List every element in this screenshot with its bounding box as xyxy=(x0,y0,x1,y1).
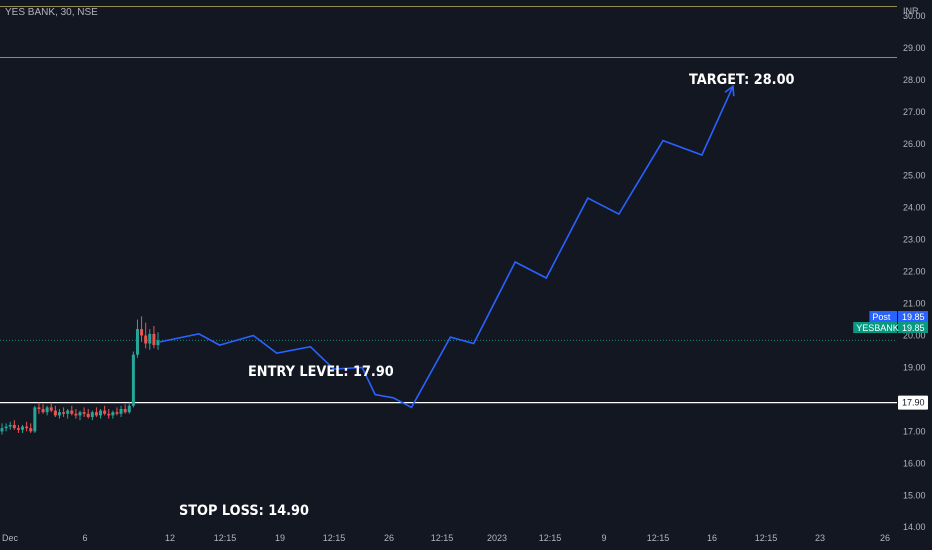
time-tick-label: 19 xyxy=(275,533,285,543)
candle xyxy=(21,424,25,433)
candle xyxy=(53,405,57,417)
horizontal-levels xyxy=(0,5,897,404)
candle xyxy=(45,405,49,416)
candle xyxy=(16,424,20,433)
time-tick-label: 12:15 xyxy=(214,533,237,543)
candle xyxy=(0,423,4,435)
candle xyxy=(99,408,103,419)
candle xyxy=(74,408,78,419)
candle xyxy=(135,319,139,358)
candle xyxy=(152,325,156,349)
candle xyxy=(115,407,119,416)
projection-line[interactable] xyxy=(159,85,734,409)
candle xyxy=(86,408,90,419)
time-tick-label: 12:15 xyxy=(323,533,346,543)
candle xyxy=(144,322,148,349)
candlestick-series xyxy=(0,316,160,435)
projection-arrowhead xyxy=(724,84,735,97)
symbol-title[interactable]: YES BANK, 30, NSE xyxy=(5,7,98,18)
price-tick-label: 16.00 xyxy=(903,458,926,468)
time-tick-label: 23 xyxy=(815,533,825,543)
price-tick-label: 15.00 xyxy=(903,490,926,500)
candle xyxy=(82,407,86,417)
candle xyxy=(62,407,66,417)
svg-text:17.90: 17.90 xyxy=(902,398,925,408)
time-tick-label: 6 xyxy=(82,533,87,543)
price-axis[interactable]: 14.0015.0016.0017.0018.0019.0020.0021.00… xyxy=(898,11,928,532)
price-tick-label: 30.00 xyxy=(903,11,926,21)
candle xyxy=(37,402,41,414)
candle xyxy=(123,404,127,414)
candle xyxy=(156,332,160,350)
time-tick-label: Dec xyxy=(2,533,19,543)
price-badge: Post 19.85 xyxy=(869,311,928,322)
price-tick-label: 21.00 xyxy=(903,299,926,309)
svg-text:YESBANK: YESBANK xyxy=(856,323,899,333)
candle xyxy=(29,423,33,433)
price-tick-label: 23.00 xyxy=(903,235,926,245)
price-tick-label: 19.00 xyxy=(903,362,926,372)
candle xyxy=(78,410,82,421)
price-tick-label: 20.00 xyxy=(903,331,926,341)
target-annotation[interactable]: TARGET: 28.00 xyxy=(689,72,795,88)
time-tick-label: 12:15 xyxy=(755,533,778,543)
svg-text:19.85: 19.85 xyxy=(902,312,925,322)
svg-text:19.85: 19.85 xyxy=(902,323,925,333)
candle xyxy=(66,408,70,419)
candle xyxy=(4,423,8,432)
candle xyxy=(131,351,135,408)
price-tick-label: 14.00 xyxy=(903,522,926,532)
price-tick-label: 25.00 xyxy=(903,171,926,181)
price-tick-label: 26.00 xyxy=(903,139,926,149)
time-tick-label: 12:15 xyxy=(539,533,562,543)
time-tick-label: 12:15 xyxy=(647,533,670,543)
time-tick-label: 12 xyxy=(165,533,175,543)
candle xyxy=(8,421,12,430)
entry-level-annotation[interactable]: ENTRY LEVEL: 17.90 xyxy=(248,364,394,380)
candle xyxy=(94,407,98,417)
candle xyxy=(70,405,74,416)
price-tick-label: 28.00 xyxy=(903,75,926,85)
candle xyxy=(103,405,107,416)
candle xyxy=(57,408,61,419)
svg-text:Post: Post xyxy=(872,312,891,322)
price-tick-label: 24.00 xyxy=(903,203,926,213)
candle xyxy=(140,316,144,342)
price-tick-label: 17.00 xyxy=(903,426,926,436)
candle xyxy=(41,404,45,414)
price-tick-label: 22.00 xyxy=(903,267,926,277)
candle xyxy=(148,329,152,350)
entry-level-price-label[interactable]: 17.90 xyxy=(898,395,928,410)
candle xyxy=(111,410,115,419)
projection-path xyxy=(159,84,735,409)
price-tick-label: 29.00 xyxy=(903,43,926,53)
price-badge: YESBANK 19.85 xyxy=(853,322,928,333)
time-tick-label: 26 xyxy=(880,533,890,543)
candle xyxy=(49,402,53,413)
candle xyxy=(25,421,29,432)
stop-loss-annotation[interactable]: STOP LOSS: 14.90 xyxy=(179,503,309,519)
price-tick-label: 27.00 xyxy=(903,107,926,117)
candle xyxy=(107,408,111,419)
candle xyxy=(119,405,123,417)
candle xyxy=(90,410,94,421)
candle xyxy=(127,402,131,414)
time-tick-label: 9 xyxy=(601,533,606,543)
time-tick-label: 12:15 xyxy=(431,533,454,543)
time-tick-label: 2023 xyxy=(487,533,507,543)
time-tick-label: 16 xyxy=(707,533,717,543)
candle xyxy=(33,405,37,433)
candle xyxy=(12,420,16,430)
currency-label: INR xyxy=(903,6,919,16)
time-tick-label: 26 xyxy=(384,533,394,543)
time-axis[interactable]: Dec 6 12 12:15 19 12:15 26 12:15 2023 12:15 9 12:15… xyxy=(2,533,890,543)
